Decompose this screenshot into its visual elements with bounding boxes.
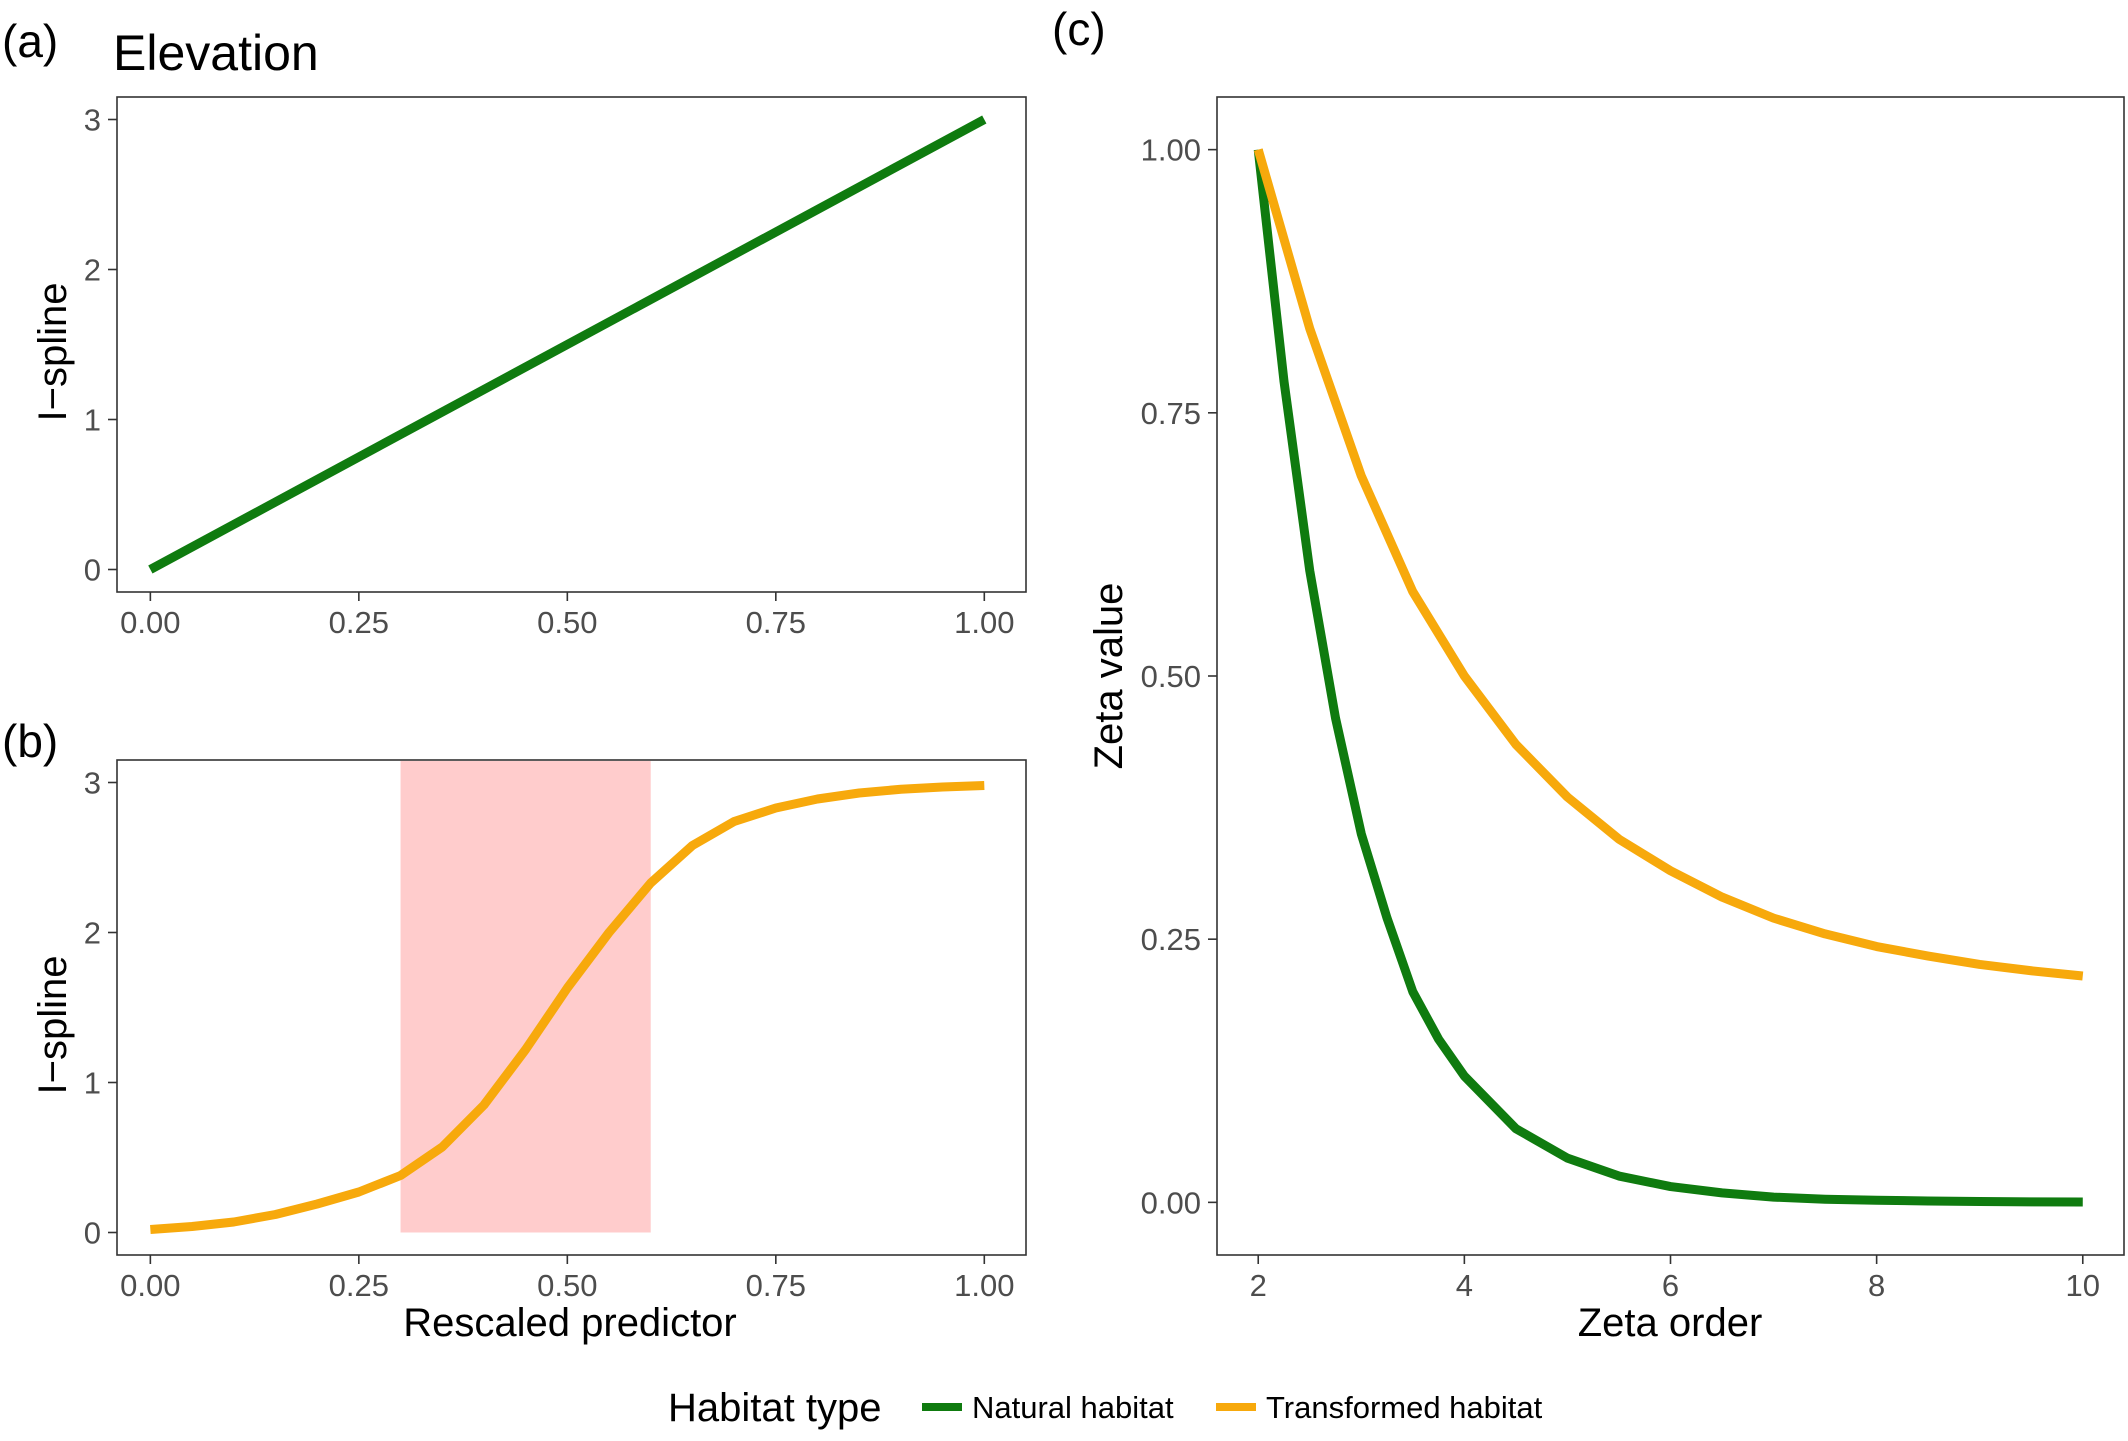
panel-b-x-axis-title: Rescaled predictor	[403, 1301, 737, 1345]
legend: Habitat type Natural habitat Transformed…	[668, 1386, 1543, 1430]
panel-c-y-tick-label: 0.25	[1141, 922, 1201, 957]
panel-a-x-tick-label: 0.25	[329, 605, 389, 640]
panel-c-x-tick-label: 8	[1868, 1268, 1885, 1303]
panel-b-plot-area: 0.00 0.25 0.50 0.75 1.00 0 1 2 3	[84, 759, 1027, 1303]
panel-c-series-line-1	[1253, 148, 2084, 981]
panel-a-y-tick-label: 1	[84, 403, 101, 438]
panel-b-x-tick-label: 0.75	[746, 1268, 806, 1303]
panel-b-x-tick-label: 1.00	[954, 1268, 1014, 1303]
panel-a-x-tick-label: 0.50	[537, 605, 597, 640]
legend-label-transformed: Transformed habitat	[1266, 1390, 1543, 1425]
panel-c-series-line-0	[1253, 149, 2083, 1207]
panel-b-y-tick-label: 1	[84, 1066, 101, 1101]
panel-c-y-tick-label: 1.00	[1141, 133, 1201, 168]
panel-c-x-tick-label: 4	[1456, 1268, 1473, 1303]
panel-c-x-tick-label: 2	[1250, 1268, 1267, 1303]
panel-c: (c) Zeta value Zeta order 2 4 6 8 10 0.00 0.25…	[1052, 3, 2125, 1345]
panel-label-c: (c)	[1052, 3, 1106, 55]
panel-a-series-line-0	[148, 115, 987, 574]
panel-label-a: (a)	[2, 15, 58, 67]
panel-a-y-axis-title: I−spline	[31, 283, 75, 422]
panel-c-y-tick-label: 0.00	[1141, 1185, 1201, 1220]
panel-a-y-tick-label: 3	[84, 103, 101, 138]
panel-c-panel-border	[1216, 96, 2125, 1256]
panel-b-series-line-0	[150, 781, 985, 1234]
panel-a: (a) Elevation I−spline 0.00 0.25 0.50 0.75 1…	[2, 15, 1027, 640]
panel-c-x-axis-title: Zeta order	[1578, 1301, 1763, 1345]
panel-label-b: (b)	[2, 715, 58, 767]
panel-b-x-tick-label: 0.25	[329, 1268, 389, 1303]
panel-b-y-tick-label: 3	[84, 766, 101, 801]
panel-c-y-axis-title: Zeta value	[1087, 583, 1131, 770]
panel-b-y-axis-title: I−spline	[31, 956, 75, 1095]
panel-b-x-tick-label: 0.50	[537, 1268, 597, 1303]
panel-a-title: Elevation	[113, 25, 319, 81]
panel-c-x-tick-label: 10	[2066, 1268, 2100, 1303]
panel-b-y-tick-label: 0	[84, 1216, 101, 1251]
panel-b-shaded-region	[400, 761, 651, 1233]
panel-a-x-tick-label: 0.00	[120, 605, 180, 640]
panel-a-x-tick-label: 1.00	[954, 605, 1014, 640]
legend-title: Habitat type	[668, 1386, 881, 1430]
panel-a-y-tick-label: 0	[84, 553, 101, 588]
panel-c-x-tick-label: 6	[1662, 1268, 1679, 1303]
panel-b-x-tick-label: 0.00	[120, 1268, 180, 1303]
panel-c-plot-area: 2 4 6 8 10 0.00 0.25 0.50 0.75 1.00	[1141, 96, 2125, 1303]
panel-a-x-tick-label: 0.75	[746, 605, 806, 640]
panel-c-y-tick-label: 0.50	[1141, 659, 1201, 694]
legend-label-natural: Natural habitat	[972, 1390, 1174, 1425]
panel-a-panel-border	[116, 96, 1027, 593]
panel-a-plot-area: 0.00 0.25 0.50 0.75 1.00 0 1 2 3	[84, 96, 1027, 640]
panel-b-panel-border	[116, 759, 1027, 1256]
panel-b: (b) I−spline Rescaled predictor 0.00 0.25…	[2, 715, 1027, 1345]
panel-a-y-tick-label: 2	[84, 253, 101, 288]
panel-b-y-tick-label: 2	[84, 916, 101, 951]
panel-c-y-tick-label: 0.75	[1141, 396, 1201, 431]
